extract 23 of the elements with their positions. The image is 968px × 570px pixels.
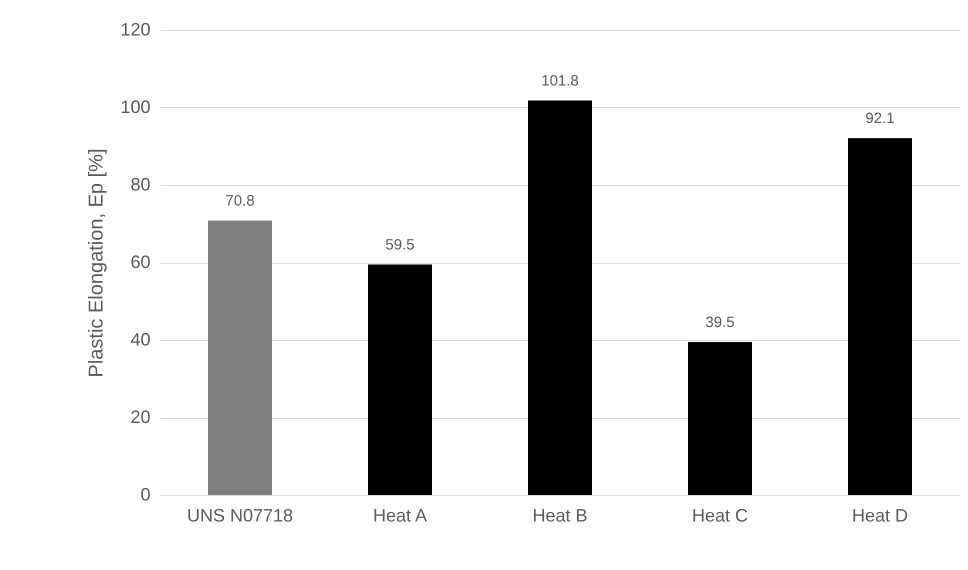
x-tick-label: Heat D	[852, 506, 908, 526]
data-label: 101.8	[541, 72, 579, 90]
data-label: 70.8	[225, 192, 255, 210]
bar	[208, 220, 272, 495]
bar	[528, 100, 592, 495]
bar	[848, 138, 912, 495]
x-tick-label: Heat A	[372, 506, 428, 526]
bar	[688, 342, 752, 495]
y-axis-title: Plastic Elongation, Ep [%]	[85, 148, 108, 378]
y-tick-label: 20	[130, 407, 150, 427]
y-tick-label: 120	[120, 20, 150, 40]
y-tick-label: 60	[130, 252, 150, 272]
x-tick-label: Heat B	[532, 506, 588, 526]
data-label: 39.5	[705, 314, 735, 331]
y-tick-label: 0	[140, 484, 150, 504]
y-tick-label: 40	[130, 330, 150, 350]
bar	[368, 264, 432, 495]
x-tick-label: Heat C	[692, 506, 748, 526]
data-label: 92.1	[865, 110, 895, 128]
y-tick-label: 80	[130, 174, 150, 194]
data-label: 59.5	[385, 236, 415, 254]
y-tick-label: 100	[120, 97, 150, 117]
x-tick-label: UNS N07718	[186, 506, 294, 526]
